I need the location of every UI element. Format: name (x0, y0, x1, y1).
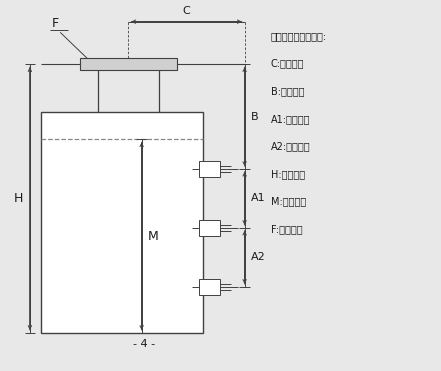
Text: A1: A1 (251, 193, 266, 203)
Bar (198, 279, 220, 295)
Text: A2: A2 (251, 252, 266, 262)
Text: B:安装距离: B:安装距离 (271, 86, 304, 96)
Text: H: H (14, 192, 23, 205)
Text: - 4 -: - 4 - (133, 339, 155, 349)
Text: 用户须提供以下参数:: 用户须提供以下参数: (271, 31, 327, 41)
Text: A1:安装距离: A1:安装距离 (271, 114, 310, 124)
Text: A2:安装距离: A2:安装距离 (271, 141, 310, 151)
Text: B: B (251, 112, 259, 122)
Bar (198, 220, 220, 236)
Text: H:安装高度: H:安装高度 (271, 169, 305, 179)
Text: F: F (52, 17, 59, 30)
Text: M:测量范围: M:测量范围 (271, 197, 306, 207)
Bar (80, 59, 177, 70)
Text: M: M (148, 230, 159, 243)
Bar (198, 161, 220, 177)
Text: C:横向距离: C:横向距离 (271, 59, 304, 69)
Text: F:法兰尺寸: F:法兰尺寸 (271, 224, 303, 234)
Text: C: C (183, 6, 191, 16)
Bar (41, 112, 203, 333)
